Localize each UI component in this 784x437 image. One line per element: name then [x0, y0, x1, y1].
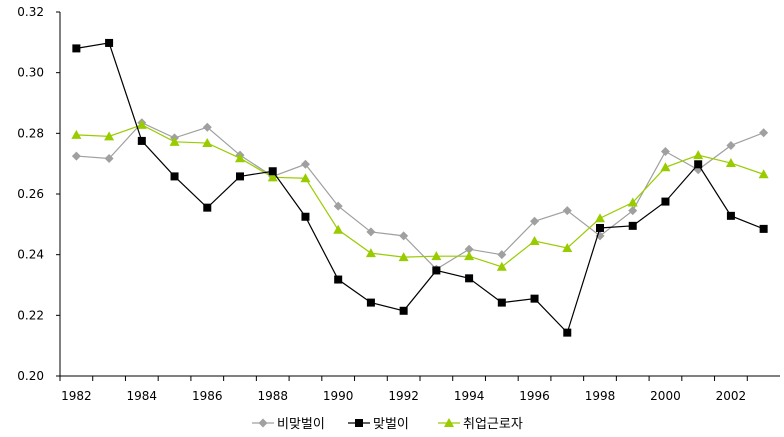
data-point — [530, 216, 540, 226]
data-point — [137, 136, 146, 145]
series-line — [76, 121, 764, 270]
y-tick-label: 0.26 — [17, 187, 44, 201]
y-tick-label: 0.24 — [17, 248, 44, 262]
legend-marker — [258, 418, 268, 428]
data-point — [169, 136, 180, 146]
data-point — [694, 160, 703, 169]
data-point — [627, 197, 638, 207]
axes: 0.20 0.22 0.24 0.26 0.28 0.30 0.32 1982 1984 1986… — [17, 5, 780, 403]
x-tick-label: 1988 — [257, 389, 288, 403]
data-point — [71, 129, 82, 139]
data-point — [660, 162, 671, 172]
data-point — [660, 147, 670, 157]
data-point — [465, 274, 474, 283]
x-tick-label: 1982 — [61, 389, 92, 403]
legend: 비맞벌이 맞벌이 취업근로자 — [252, 417, 523, 432]
series-line — [76, 124, 764, 268]
data-point — [136, 119, 147, 129]
legend-item: 비맞벌이 — [252, 417, 325, 432]
data-point — [628, 206, 638, 216]
x-tick-label: 1986 — [192, 389, 223, 403]
data-point — [399, 231, 409, 241]
data-point — [497, 250, 507, 260]
data-point — [235, 153, 245, 163]
data-point — [628, 221, 637, 230]
data-point — [693, 150, 704, 160]
data-point — [399, 306, 408, 315]
x-tick-label: 1996 — [519, 389, 550, 403]
data-point — [366, 227, 376, 237]
x-tick-label: 1984 — [127, 389, 158, 403]
data-point — [268, 167, 277, 176]
data-point — [104, 131, 115, 141]
data-point — [203, 203, 212, 212]
data-point — [202, 122, 212, 132]
data-point — [105, 38, 114, 47]
y-tick-label: 0.30 — [17, 66, 44, 80]
x-tick-label: 1990 — [323, 389, 354, 403]
data-point — [104, 154, 114, 164]
data-point — [333, 224, 344, 234]
data-point — [529, 236, 540, 246]
data-point — [366, 298, 375, 307]
series-line — [76, 42, 764, 334]
y-tick-label: 0.20 — [17, 369, 44, 383]
data-point — [300, 173, 311, 183]
data-point — [333, 201, 343, 211]
x-tick-label: 1998 — [585, 389, 616, 403]
data-point — [726, 211, 735, 220]
legend-label: 비맞벌이 — [277, 417, 325, 432]
data-point — [464, 244, 474, 254]
data-point — [759, 128, 769, 138]
data-point — [758, 169, 769, 179]
data-point — [530, 294, 539, 303]
data-point — [562, 206, 572, 216]
data-point — [661, 197, 670, 206]
x-tick-label: 2002 — [716, 389, 747, 403]
y-tick-label: 0.32 — [17, 5, 44, 19]
series-triangle — [71, 119, 769, 271]
data-point — [398, 252, 409, 262]
data-point — [365, 248, 376, 258]
series-square — [72, 38, 768, 337]
legend-marker — [355, 419, 363, 427]
legend-marker — [444, 418, 454, 427]
data-point — [596, 223, 604, 232]
data-point — [300, 159, 310, 169]
x-tick-label: 1992 — [388, 389, 419, 403]
y-tick-label: 0.22 — [17, 308, 44, 322]
data-point — [431, 251, 442, 261]
series-layer — [71, 38, 769, 337]
data-point — [759, 224, 768, 233]
x-tick-label: 1994 — [454, 389, 485, 403]
data-point — [496, 261, 507, 271]
data-point — [170, 172, 179, 181]
data-point — [236, 172, 244, 181]
data-point — [267, 172, 278, 182]
legend-label: 취업근로자 — [463, 417, 523, 432]
data-point — [464, 251, 475, 261]
data-point — [595, 213, 605, 223]
data-point — [497, 298, 506, 307]
data-point — [71, 151, 81, 161]
series-diamond — [71, 118, 769, 274]
data-point — [72, 44, 81, 53]
data-point — [725, 158, 736, 168]
data-point — [726, 140, 736, 150]
legend-item: 맞벌이 — [348, 417, 409, 432]
data-point — [563, 328, 572, 337]
y-tick-label: 0.28 — [17, 126, 44, 140]
data-point — [334, 275, 343, 284]
legend-item: 취업근로자 — [438, 417, 523, 432]
legend-label: 맞벌이 — [373, 417, 409, 432]
data-point — [202, 138, 213, 148]
data-point — [562, 242, 573, 252]
data-point — [301, 212, 310, 221]
data-point — [432, 266, 441, 275]
x-tick-label: 2000 — [650, 389, 681, 403]
